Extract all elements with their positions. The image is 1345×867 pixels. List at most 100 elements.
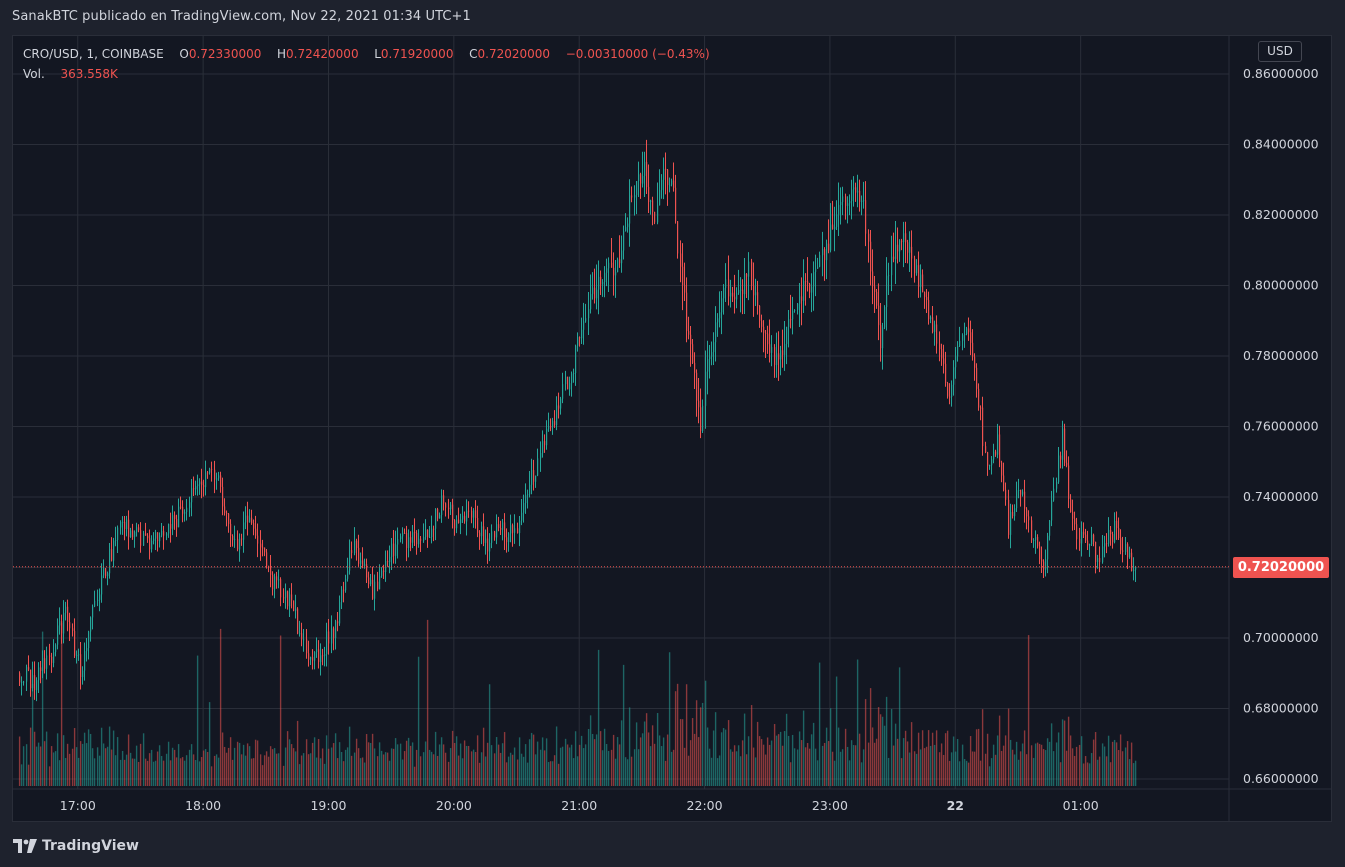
candle-body [759,305,761,321]
candle-body [320,655,322,663]
volume-bar [269,746,272,786]
volume-bar [79,741,82,786]
candle-body [450,504,452,510]
candle-body [176,518,178,528]
candle-body [53,652,55,663]
volume-bar [553,755,556,786]
candle-body [646,161,648,187]
symbol-label[interactable]: CRO/USD, 1, COINBASE [23,47,164,61]
volume-bar [327,748,330,786]
candle-body [475,510,477,519]
volume-bar [674,691,677,786]
brand-footer[interactable]: TradingView [13,836,139,856]
candle-body [920,274,922,287]
volume-bar [365,734,368,786]
volume-bar [231,759,234,786]
volume-bar [190,744,193,786]
volume-bar [1009,739,1012,786]
candle-body [504,522,506,538]
volume-bar [516,759,519,786]
volume-bar [1124,747,1127,786]
candle-body [951,384,953,397]
volume-bar [1078,744,1081,786]
volume-bar [967,762,970,786]
volume-bar [169,760,172,786]
candle-body [1127,544,1129,558]
volume-bar [1109,762,1112,786]
candle-body [1089,544,1091,546]
volume-bar [302,753,305,786]
candle-body [598,276,600,290]
candle-body [667,169,669,186]
volume-bar [528,739,531,786]
volume-bar [29,727,32,786]
candle-body [876,291,878,306]
candle-body [74,630,76,656]
volume-bar [355,738,358,786]
volume-bar [658,735,661,786]
candle-body [765,332,767,334]
volume-bar [704,680,707,786]
candle-body [464,515,466,522]
y-tick-label: 0.82000000 [1243,207,1319,222]
currency-badge[interactable]: USD [1258,41,1302,62]
volume-bar [463,740,466,786]
volume-bar [789,762,792,786]
volume-bar [858,733,861,786]
volume-bar [85,743,88,786]
candle-body [615,272,617,276]
volume-bar [112,730,115,786]
candle-body [611,262,613,268]
volume-bar [150,749,153,786]
volume-bar [376,756,379,786]
candle-body [642,175,644,184]
candle-body [420,538,422,541]
close-label: C [469,47,478,61]
volume-bar [497,744,500,786]
volume-bar [411,742,414,786]
volume-bar [298,764,301,786]
candle-body [880,325,882,349]
candle-body [985,446,987,453]
volume-bar [507,756,510,786]
candle-body [1014,508,1016,517]
x-tick-label: 22:00 [687,798,723,813]
candle-body [216,478,218,480]
candle-body [170,524,172,529]
volume-bar [219,628,222,786]
volume-bar [670,751,673,786]
candle-body [845,196,847,206]
candle-body [1005,489,1007,500]
candle-body [404,532,406,534]
volume-bar [91,748,94,786]
volume-bar [248,746,251,786]
candle-body [251,517,253,524]
candle-body [285,591,287,598]
volume-bar [695,700,698,786]
candle-body [1083,531,1085,535]
volume-bar [1063,720,1066,786]
volume-bar [685,684,688,786]
volume-bar [390,748,393,786]
volume-bar [931,732,934,786]
candle-body [1064,428,1066,463]
candle-body [291,594,293,601]
candle-body [542,441,544,454]
candle-body [448,507,450,510]
candle-body [1016,490,1018,509]
candle-body [893,256,895,259]
volume-bar [114,755,117,786]
volume-bar [319,758,322,786]
volume-bar [940,743,943,786]
volume-bar [743,713,746,786]
volume-bar [998,715,1001,786]
volume-bar [123,759,126,786]
volume-bar [60,623,63,786]
volume-bar [545,738,548,786]
volume-value: 363.558K [60,67,118,81]
candle-body [1072,511,1074,519]
candle-body [738,289,740,294]
candle-body [368,577,370,585]
volume-bar [724,729,727,786]
